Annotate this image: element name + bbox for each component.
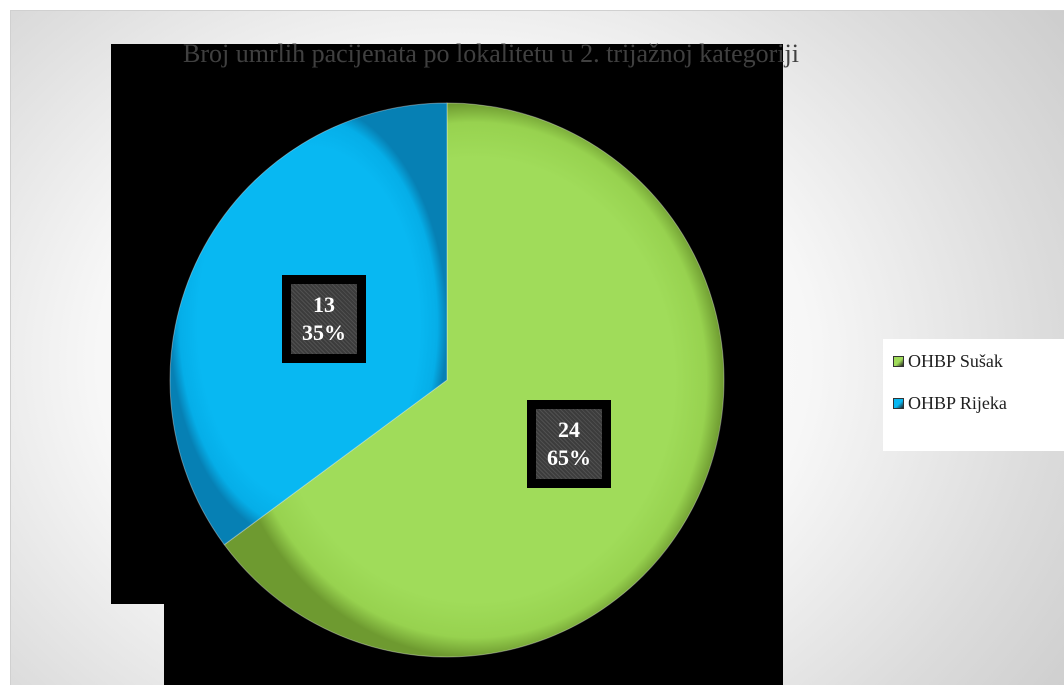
data-label-ohbp-rijeka: 13 35% bbox=[282, 275, 366, 363]
data-label-value: 24 bbox=[558, 417, 580, 442]
legend-item-ohbp-susak: OHBP Sušak bbox=[893, 351, 1003, 372]
data-label-value: 13 bbox=[313, 292, 335, 317]
legend-item-ohbp-rijeka: OHBP Rijeka bbox=[893, 393, 1007, 414]
pie-slice-ohbp-susak bbox=[223, 102, 725, 658]
data-label-percent: 35% bbox=[302, 320, 346, 345]
legend-label: OHBP Sušak bbox=[908, 351, 1003, 371]
legend-swatch-green bbox=[893, 356, 904, 367]
legend-label: OHBP Rijeka bbox=[908, 393, 1007, 413]
chart-legend: OHBP Sušak OHBP Rijeka bbox=[883, 339, 1064, 451]
chart-area: Broj umrlih pacijenata po lokalitetu u 2… bbox=[10, 10, 1064, 685]
data-label-percent: 65% bbox=[547, 445, 591, 470]
legend-swatch-blue bbox=[893, 398, 904, 409]
data-label-ohbp-susak: 24 65% bbox=[527, 400, 611, 488]
chart-title: Broj umrlih pacijenata po lokalitetu u 2… bbox=[183, 39, 799, 68]
